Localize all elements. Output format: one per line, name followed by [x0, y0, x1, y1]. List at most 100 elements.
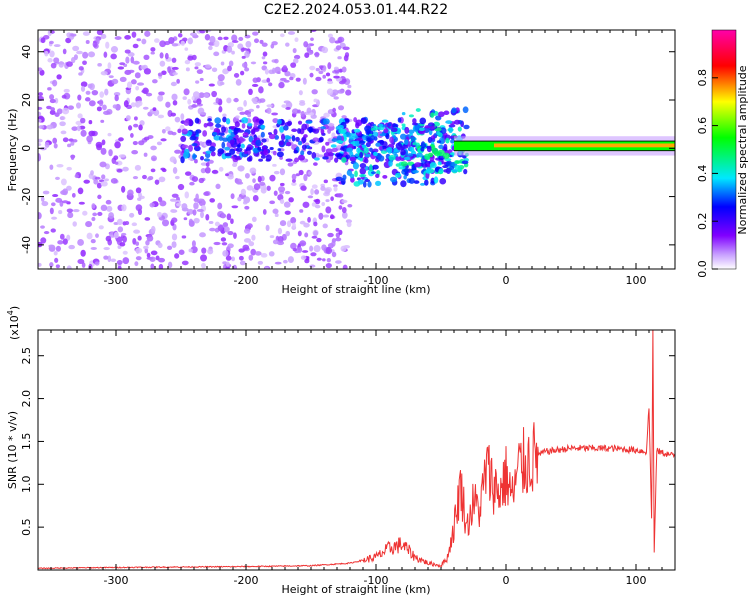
- heatmap-cell: [142, 174, 147, 180]
- heatmap-cell: [244, 205, 250, 210]
- heatmap-cell: [226, 213, 232, 221]
- heatmap-cell: [292, 222, 296, 229]
- heatmap-cell: [287, 256, 294, 263]
- heatmap-cell: [135, 247, 143, 254]
- heatmap-cell: [241, 123, 246, 129]
- heatmap-cell: [437, 161, 442, 166]
- heatmap-cell: [245, 146, 252, 151]
- heatmap-cell: [246, 223, 253, 229]
- heatmap-cell: [127, 125, 133, 131]
- heatmap-cell: [297, 120, 303, 125]
- heatmap-cell: [62, 137, 69, 143]
- heatmap-cell: [90, 170, 94, 176]
- heatmap-cell: [325, 247, 332, 255]
- heatmap-cell: [369, 164, 373, 172]
- heatmap-cell: [135, 241, 140, 246]
- heatmap-cell: [207, 248, 214, 255]
- heatmap-cell: [336, 135, 342, 142]
- heatmap-cell: [429, 162, 437, 169]
- heatmap-cell: [122, 250, 128, 255]
- heatmap-cell: [364, 165, 369, 171]
- heatmap-cell: [160, 138, 167, 142]
- heatmap-cell: [331, 138, 338, 142]
- heatmap-cell: [415, 108, 421, 113]
- heatmap-cell: [230, 218, 234, 225]
- heatmap-cell: [321, 145, 326, 153]
- heatmap-cell: [49, 94, 55, 100]
- heatmap-cell: [40, 196, 45, 202]
- heatmap-cell: [178, 249, 185, 255]
- heatmap-cell: [99, 91, 105, 98]
- x-tick-label: 100: [626, 574, 647, 587]
- heatmap-cell: [101, 139, 106, 146]
- heatmap-cell: [258, 86, 264, 94]
- heatmap-cell: [311, 184, 318, 189]
- heatmap-cell: [159, 40, 166, 48]
- heatmap-cell: [445, 120, 453, 124]
- heatmap-cell: [327, 232, 334, 238]
- heatmap-cell: [235, 79, 242, 86]
- heatmap-cell: [341, 206, 347, 214]
- heatmap-cell: [157, 94, 164, 102]
- heatmap-cell: [165, 126, 171, 132]
- heatmap-cell: [301, 144, 307, 150]
- heatmap-cell: [353, 128, 361, 133]
- heatmap-cell: [451, 107, 457, 114]
- heatmap-cell: [174, 175, 180, 180]
- heatmap-cell: [439, 178, 447, 185]
- heatmap-cell: [257, 260, 264, 265]
- heatmap-cell: [368, 147, 373, 153]
- heatmap-cell: [204, 166, 211, 174]
- heatmap-cell: [221, 126, 226, 133]
- heatmap-cell: [309, 112, 315, 116]
- heatmap-cell: [67, 105, 74, 110]
- heatmap-cell: [205, 139, 212, 146]
- heatmap-cell: [327, 128, 332, 134]
- heatmap-cell: [255, 139, 262, 147]
- heatmap-cell: [243, 99, 247, 107]
- heatmap-cell: [335, 237, 342, 242]
- heatmap-cell: [239, 260, 246, 266]
- heatmap-cell: [55, 176, 60, 180]
- heatmap-cell: [261, 79, 269, 84]
- heatmap-cell: [152, 107, 157, 111]
- heatmap-cell: [338, 129, 344, 134]
- heatmap-cell: [191, 176, 199, 182]
- heatmap-cell: [248, 241, 255, 247]
- heatmap-cell: [59, 233, 65, 240]
- heatmap-cell: [240, 143, 245, 149]
- heatmap-cell: [94, 261, 100, 266]
- heatmap-cell: [122, 235, 127, 243]
- heatmap-cell: [171, 43, 179, 47]
- heatmap-cell: [334, 40, 340, 44]
- heatmap-cell: [104, 88, 109, 96]
- heatmap-cell: [327, 33, 334, 39]
- heatmap-cell: [66, 61, 73, 67]
- heatmap-cell: [52, 137, 58, 144]
- heatmap-cell: [315, 76, 322, 82]
- heatmap-cell: [349, 156, 357, 162]
- heatmap-cell: [56, 74, 62, 80]
- heatmap-cell: [209, 125, 214, 130]
- heatmap-cell: [385, 133, 390, 140]
- heatmap-cell: [252, 194, 259, 202]
- heatmap-cell: [325, 72, 331, 77]
- heatmap-cell: [92, 41, 98, 48]
- heatmap-cell: [283, 201, 291, 208]
- heatmap-cell: [100, 71, 108, 76]
- heatmap-cell: [323, 112, 330, 118]
- heatmap-cell: [231, 40, 239, 44]
- heatmap-cell: [262, 51, 268, 57]
- heatmap-cell: [300, 150, 305, 156]
- heatmap-cell: [116, 260, 123, 265]
- heatmap-cell: [264, 68, 269, 75]
- heatmap-cell: [196, 208, 204, 212]
- heatmap-cell: [113, 155, 119, 161]
- heatmap-cell: [172, 72, 178, 76]
- y-tick-label: 0: [20, 145, 33, 152]
- heatmap-cell: [231, 50, 235, 55]
- heatmap-cell: [77, 187, 84, 195]
- heatmap-cell: [277, 227, 283, 235]
- heatmap-cell: [248, 108, 255, 113]
- heatmap-cell: [38, 262, 42, 267]
